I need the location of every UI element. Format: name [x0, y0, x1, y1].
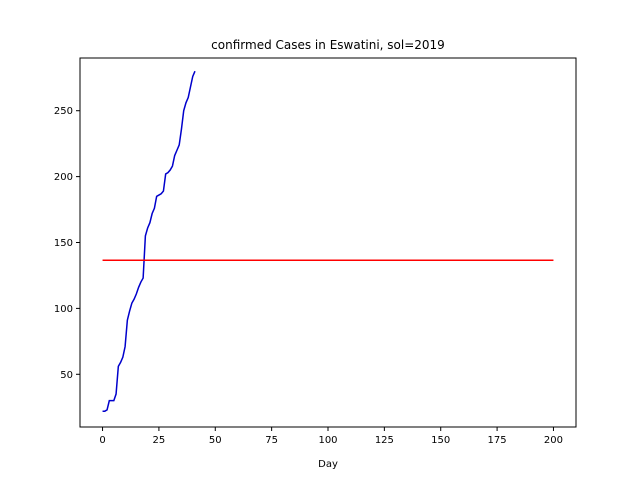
x-tick-label: 100: [318, 435, 337, 446]
series-line-1: [102, 70, 196, 412]
x-tick-label: 25: [153, 435, 166, 446]
x-axis-label: Day: [318, 459, 338, 470]
y-tick-label: 100: [54, 304, 73, 315]
chart-title: confirmed Cases in Eswatini, sol=2019: [211, 38, 445, 52]
x-tick-label: 150: [431, 435, 450, 446]
x-tick-label: 200: [544, 435, 563, 446]
x-tick-label: 0: [99, 435, 105, 446]
y-tick-label: 200: [54, 172, 73, 183]
x-tick-label: 75: [265, 435, 278, 446]
x-axis: 0 25 50 75 100 125 150 175 200: [99, 427, 563, 446]
x-tick-label: 50: [209, 435, 222, 446]
y-tick-label: 50: [60, 370, 73, 381]
x-tick-label: 125: [375, 435, 394, 446]
y-tick-label: 250: [54, 106, 73, 117]
series-layer: [102, 70, 554, 412]
x-tick-label: 175: [488, 435, 507, 446]
y-axis: 50 100 150 200 250: [54, 106, 80, 381]
y-tick-label: 150: [54, 238, 73, 249]
plot-frame: [79, 57, 577, 428]
